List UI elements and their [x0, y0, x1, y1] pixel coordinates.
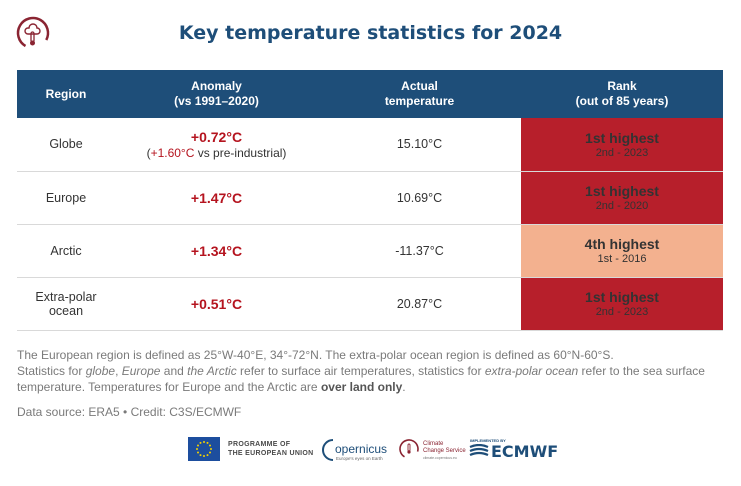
table-header-row: Region Anomaly (vs 1991–2020) Actual tempe… — [17, 70, 723, 118]
eu-programme-text: PROGRAMME OF THE EUROPEAN UNION — [228, 441, 314, 457]
table-row: Europe +1.47°C 10.69°C 1st highest 2nd -… — [17, 171, 723, 225]
anomaly-cell: +0.51°C — [115, 277, 318, 331]
actual-temperature-cell: -11.37°C — [318, 224, 521, 278]
anomaly-value: +1.34°C — [190, 242, 243, 259]
table-row: Globe +0.72°C (+1.60°C vs pre-industrial… — [17, 118, 723, 172]
c3s-wordmark: Climate Change Service — [423, 441, 466, 454]
table-row: Extra-polar ocean +0.51°C 20.87°C 1st hi… — [17, 277, 723, 331]
rank-previous: 1st - 2016 — [597, 253, 647, 265]
header-actual-temperature: Actual temperature — [318, 70, 521, 118]
region-definition-note: The European region is defined as 25°W-4… — [17, 348, 614, 362]
actual-temperature-cell: 10.69°C — [318, 171, 521, 225]
rank-value: 1st highest — [585, 289, 659, 305]
anomaly-preindustrial: (+1.60°C vs pre-industrial) — [146, 145, 287, 160]
region-cell: Globe — [17, 118, 115, 172]
anomaly-value: +0.72°C — [190, 128, 243, 145]
eu-flag-icon — [188, 437, 220, 461]
ecmwf-logo-icon — [469, 444, 489, 457]
copernicus-tagline: Europe's eyes on Earth — [336, 456, 383, 461]
region-cell: Extra-polar ocean — [17, 277, 115, 331]
rank-value: 1st highest — [585, 129, 659, 146]
table-row: Arctic +1.34°C -11.37°C 4th highest 1st … — [17, 224, 723, 278]
region-cell: Europe — [17, 171, 115, 225]
actual-temperature-cell: 15.10°C — [318, 118, 521, 172]
rank-cell: 1st highest 2nd - 2020 — [521, 171, 723, 225]
header-rank: Rank (out of 85 years) — [521, 70, 723, 118]
rank-cell: 1st highest 2nd - 2023 — [521, 118, 723, 172]
anomaly-value: +0.51°C — [190, 295, 243, 312]
rank-cell: 4th highest 1st - 2016 — [521, 224, 723, 278]
anomaly-cell: +1.47°C — [115, 171, 318, 225]
data-source-credit: Data source: ERA5 • Credit: C3S/ECMWF — [17, 405, 242, 419]
statistics-note: Statistics for globe, Europe and the Arc… — [17, 364, 705, 394]
rank-cell: 1st highest 2nd - 2023 — [521, 277, 723, 331]
rank-previous: 2nd - 2023 — [595, 146, 649, 159]
page-title: Key temperature statistics for 2024 — [178, 22, 563, 44]
anomaly-cell: +0.72°C (+1.60°C vs pre-industrial) — [115, 118, 318, 172]
copernicus-logo-icon — [322, 439, 334, 461]
rank-value: 4th highest — [584, 236, 660, 252]
partner-logos: PROGRAMME OF THE EUROPEAN UNION opernicus… — [0, 437, 741, 465]
region-cell: Arctic — [17, 224, 115, 278]
header-region: Region — [17, 70, 115, 118]
rank-previous: 2nd - 2020 — [595, 200, 649, 212]
footnotes: The European region is defined as 25°W-4… — [17, 347, 727, 395]
statistics-table: Region Anomaly (vs 1991–2020) Actual tempe… — [17, 70, 723, 331]
rank-previous: 2nd - 2023 — [595, 306, 649, 318]
header-anomaly: Anomaly (vs 1991–2020) — [115, 70, 318, 118]
c3s-thermometer-logo-icon — [16, 16, 50, 50]
rank-value: 1st highest — [585, 183, 659, 199]
actual-temperature-cell: 20.87°C — [318, 277, 521, 331]
anomaly-value: +1.47°C — [190, 189, 243, 206]
implemented-by-label: IMPLEMENTED BY — [470, 438, 506, 443]
anomaly-cell: +1.34°C — [115, 224, 318, 278]
c3s-logo-icon — [399, 439, 419, 459]
c3s-tagline: climate.copernicus.eu — [423, 456, 457, 460]
copernicus-wordmark: opernicus — [335, 442, 388, 456]
ecmwf-wordmark: ECMWF — [491, 442, 559, 461]
